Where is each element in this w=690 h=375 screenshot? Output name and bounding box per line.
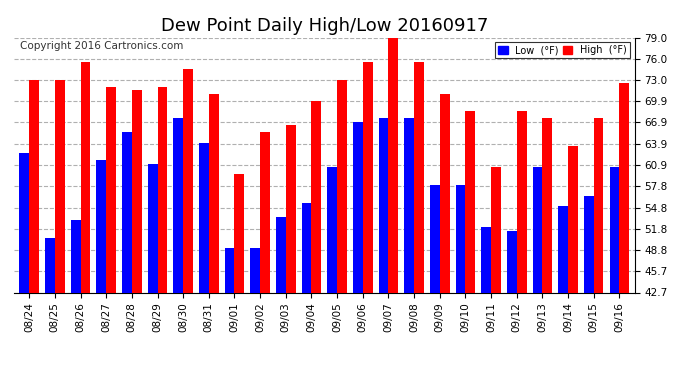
Bar bbox=[414, 62, 424, 375]
Text: Copyright 2016 Cartronics.com: Copyright 2016 Cartronics.com bbox=[20, 41, 184, 51]
Bar bbox=[71, 220, 81, 375]
Bar bbox=[363, 62, 373, 375]
Bar bbox=[122, 132, 132, 375]
Bar bbox=[209, 94, 219, 375]
Bar bbox=[132, 90, 141, 375]
Bar bbox=[327, 168, 337, 375]
Bar bbox=[542, 118, 552, 375]
Bar bbox=[404, 118, 414, 375]
Bar bbox=[183, 69, 193, 375]
Bar bbox=[225, 248, 235, 375]
Bar bbox=[568, 146, 578, 375]
Bar bbox=[620, 83, 629, 375]
Bar bbox=[466, 111, 475, 375]
Bar bbox=[455, 185, 466, 375]
Bar bbox=[593, 118, 604, 375]
Bar bbox=[199, 143, 209, 375]
Bar bbox=[45, 238, 55, 375]
Bar bbox=[235, 174, 244, 375]
Bar bbox=[97, 160, 106, 375]
Bar bbox=[337, 80, 347, 375]
Title: Dew Point Daily High/Low 20160917: Dew Point Daily High/Low 20160917 bbox=[161, 16, 488, 34]
Bar bbox=[302, 202, 311, 375]
Bar bbox=[55, 80, 65, 375]
Bar bbox=[507, 231, 517, 375]
Bar bbox=[388, 34, 398, 375]
Legend: Low  (°F), High  (°F): Low (°F), High (°F) bbox=[495, 42, 630, 58]
Bar bbox=[276, 217, 286, 375]
Bar bbox=[517, 111, 526, 375]
Bar bbox=[260, 132, 270, 375]
Bar bbox=[610, 168, 620, 375]
Bar bbox=[491, 168, 501, 375]
Bar bbox=[250, 248, 260, 375]
Bar bbox=[29, 80, 39, 375]
Bar bbox=[81, 62, 90, 375]
Bar bbox=[440, 94, 449, 375]
Bar bbox=[533, 168, 542, 375]
Bar bbox=[379, 118, 388, 375]
Bar bbox=[148, 164, 157, 375]
Bar bbox=[157, 87, 167, 375]
Bar bbox=[173, 118, 183, 375]
Bar bbox=[558, 206, 568, 375]
Bar bbox=[430, 185, 440, 375]
Bar bbox=[353, 122, 363, 375]
Bar bbox=[106, 87, 116, 375]
Bar bbox=[286, 125, 295, 375]
Bar bbox=[482, 227, 491, 375]
Bar bbox=[19, 153, 29, 375]
Bar bbox=[584, 195, 593, 375]
Bar bbox=[311, 101, 322, 375]
